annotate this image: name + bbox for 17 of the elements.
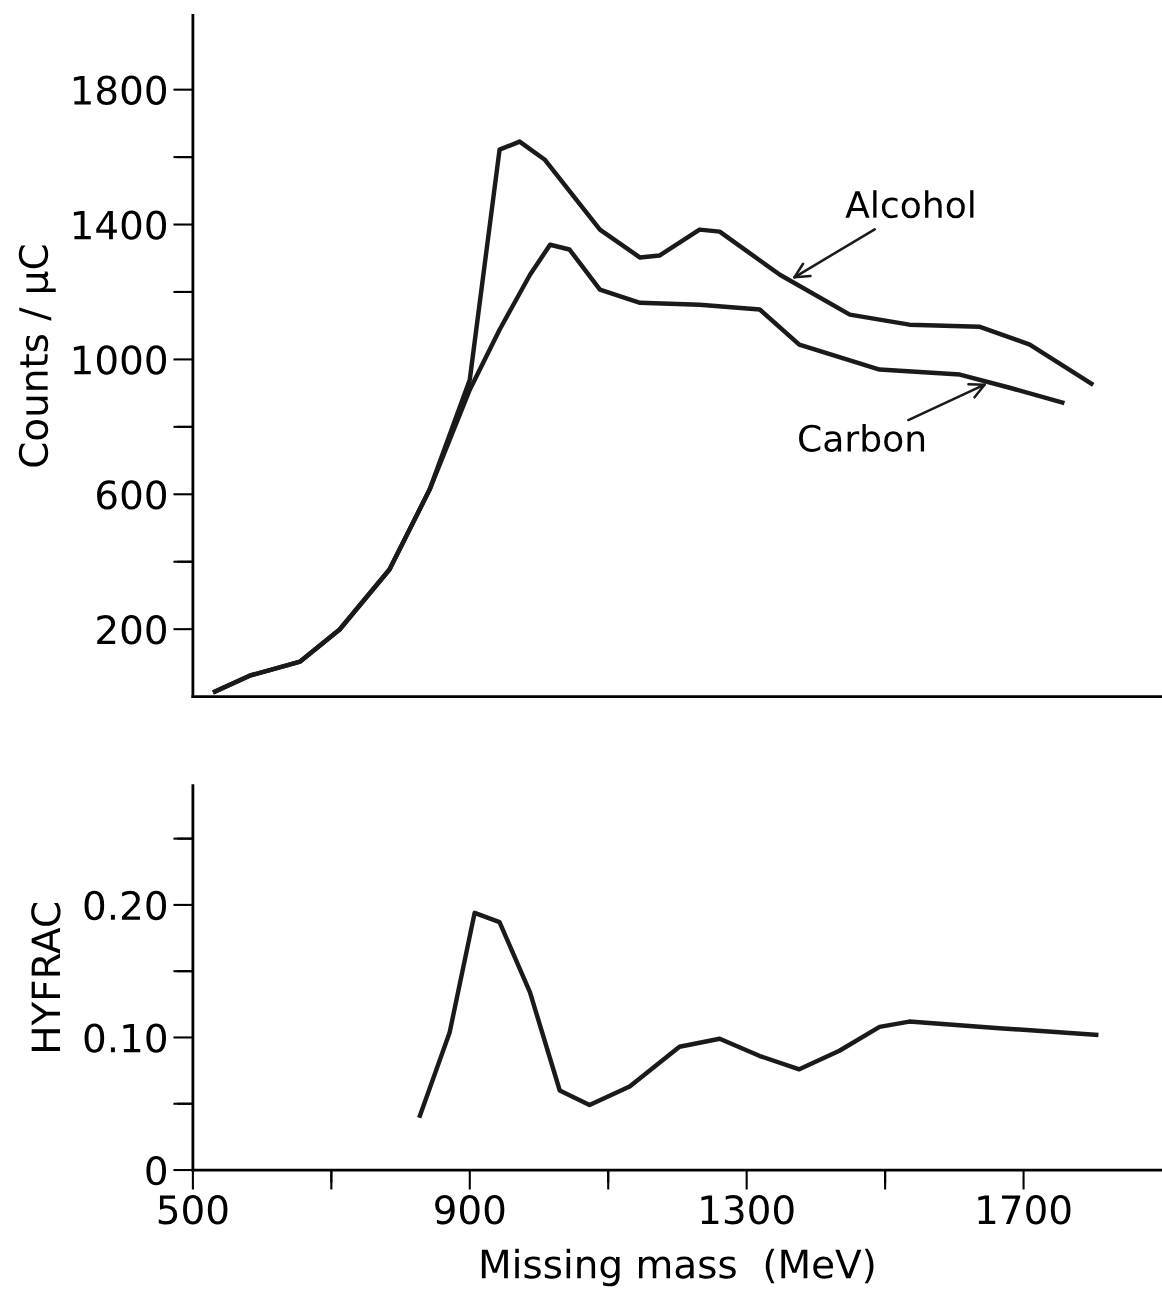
- x-tick-label: 1300: [701, 1195, 794, 1225]
- y-tick-label: 1400: [73, 210, 166, 240]
- y-tick-label: 0.20: [84, 890, 166, 921]
- y-tick-label: 200: [97, 615, 166, 645]
- annotation: Alcohol: [845, 190, 974, 219]
- y-tick-label: 0.10: [84, 1023, 166, 1053]
- y-tick-label: 1800: [73, 75, 166, 105]
- y-tick-label: 1000: [73, 345, 166, 375]
- y-tick-label: 0: [146, 1155, 166, 1186]
- annotation: Carbon: [799, 424, 925, 452]
- y-axis-title: HYFRAC: [31, 902, 61, 1051]
- x-tick-label: 1700: [978, 1195, 1071, 1225]
- x-tick-label: 500: [158, 1195, 228, 1225]
- x-tick-label: 900: [435, 1195, 505, 1225]
- y-tick-label: 600: [97, 480, 166, 510]
- x-axis-title: Missing mass (MeV): [481, 1248, 874, 1287]
- y-axis-title: Counts / μC: [18, 245, 56, 467]
